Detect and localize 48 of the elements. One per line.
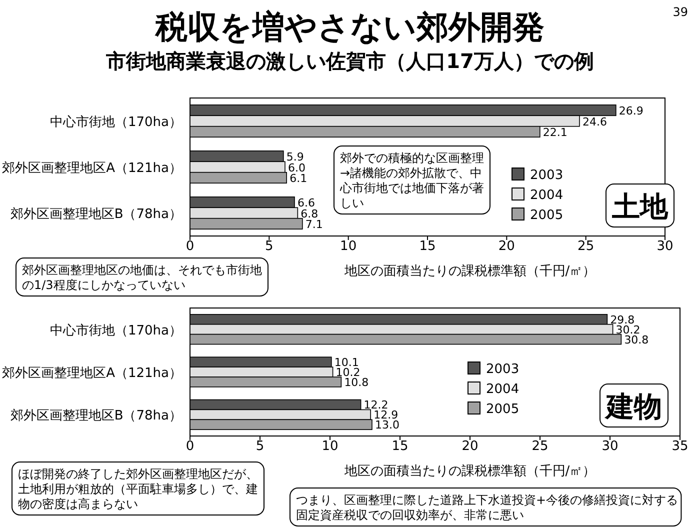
x-tick-label: 25: [532, 439, 548, 454]
x-tick-label: 10: [322, 439, 338, 454]
y-tick-label: 郊外区画整理地区B（78ha）: [10, 408, 182, 424]
legend-label: 2003: [530, 168, 564, 183]
y-tick-label: 郊外区画整理地区A（121ha）: [2, 161, 182, 176]
text: つまり、区画整理に際した道路上下水道投資+今後の修繕投資に対する固定資産税収での回収効率が、非常に悪い: [296, 493, 678, 522]
x-tick-label: 35: [672, 439, 688, 454]
x-tick-label: 30: [656, 239, 674, 254]
legend-label: 2004: [486, 382, 520, 397]
data-label: 6.6: [298, 196, 315, 210]
annotation: 土地: [611, 190, 669, 223]
x-tick-label: 20: [498, 239, 515, 254]
x-tick-label: 10: [340, 239, 357, 254]
legend-label: 2005: [486, 402, 520, 417]
x-tick-label: 5: [265, 239, 274, 254]
text: 39: [672, 5, 688, 19]
data-label: 24.6: [582, 115, 607, 128]
data-label: 22.1: [542, 126, 568, 140]
y-tick-label: 中心市街地（170ha）: [50, 322, 182, 338]
x-axis-title: 地区の面積当たりの課税標準額（千円/㎡）: [343, 464, 596, 479]
annotation: 建物: [604, 390, 662, 423]
x-tick-label: 0: [186, 439, 194, 454]
legend-label: 2005: [530, 208, 564, 223]
x-tick-label: 25: [578, 239, 594, 254]
x-tick-label: 15: [419, 239, 436, 254]
legend-label: 2004: [530, 188, 564, 203]
data-label: 26.9: [618, 104, 644, 118]
x-tick-label: 30: [602, 439, 618, 454]
text: 郊外区画整理地区の地価は、それでも市街地の1/3程度にしかなっていない: [22, 263, 262, 292]
chart-subtitle: 市街地商業衰退の激しい佐賀市（人口17万人）での例: [105, 49, 594, 73]
x-tick-label: 20: [462, 439, 478, 454]
annotation: 郊外での積極的な区画整理→諸機能の郊外拡散で、中心市街地では地価下落が著しい: [339, 151, 484, 210]
data-label: 6.0: [288, 161, 306, 174]
x-tick-label: 15: [392, 439, 408, 454]
data-label: 7.1: [305, 218, 323, 232]
text: ほぼ開発の終了した郊外区画整理地区だが、土地利用が粗放的（平面駐車場多し）で、建物の密度は高まらない: [18, 467, 258, 511]
data-label: 6.1: [290, 172, 308, 186]
data-label: 13.0: [375, 418, 400, 432]
data-label: 6.8: [300, 207, 318, 220]
x-axis-title: 地区の面積当たりの課税標準額（千円/㎡）: [343, 264, 596, 279]
data-label: 5.9: [286, 150, 304, 164]
x-tick-label: 0: [186, 239, 194, 254]
chart-title: 税収を増やさない郊外開発: [154, 8, 544, 46]
y-tick-label: 中心市街地（170ha）: [50, 114, 182, 130]
x-tick-label: 5: [256, 439, 264, 454]
y-tick-label: 郊外区画整理地区B（78ha）: [10, 207, 182, 222]
y-tick-label: 郊外区画整理地区A（121ha）: [2, 366, 182, 381]
legend-label: 2003: [486, 362, 520, 377]
